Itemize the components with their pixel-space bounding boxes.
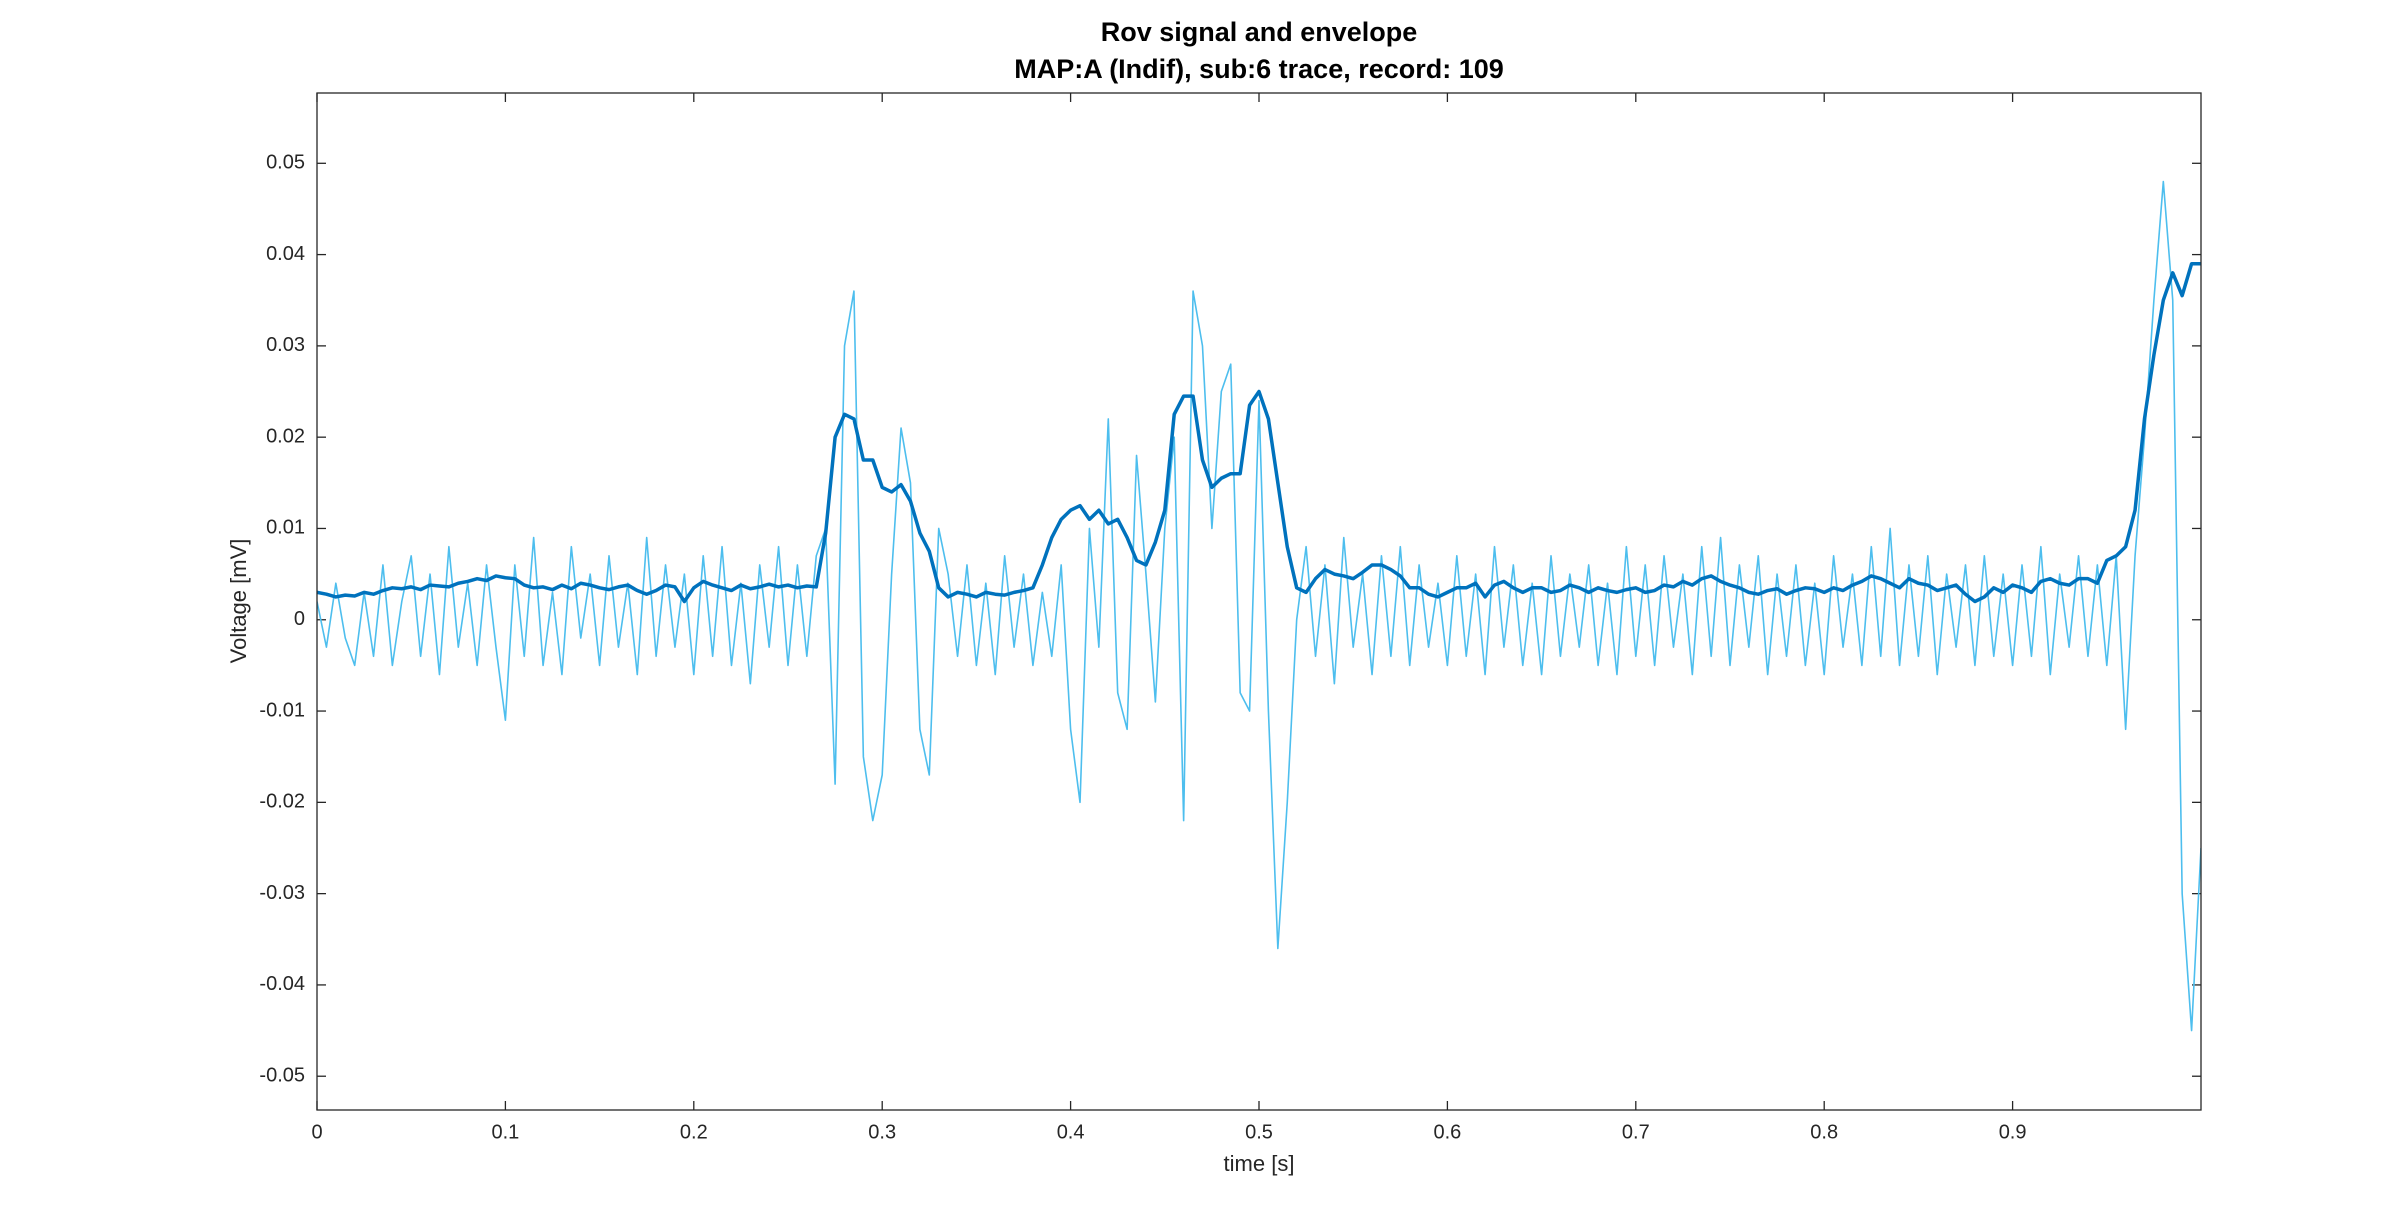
y-tick-label: -0.01 <box>259 699 305 721</box>
series-line <box>317 180 2201 1032</box>
plot-area <box>317 93 2201 1110</box>
x-tick-label: 0.1 <box>491 1121 519 1143</box>
y-tick-label: -0.04 <box>259 973 305 995</box>
y-tick-label: 0.04 <box>266 243 305 265</box>
chart-title: Rov signal and envelope <box>1101 17 1418 47</box>
axes-box <box>316 92 2202 1111</box>
x-tick-label: 0.3 <box>868 1121 896 1143</box>
x-tick-label: 0.9 <box>1999 1121 2027 1143</box>
x-tick-label: 0.2 <box>680 1121 708 1143</box>
y-tick-label: 0.03 <box>266 334 305 356</box>
y-tick-label: -0.02 <box>259 791 305 813</box>
y-tick-label: -0.05 <box>259 1065 305 1087</box>
y-axis-label: Voltage [mV] <box>226 539 251 664</box>
y-tick-label: 0 <box>294 608 305 630</box>
y-tick-label: 0.01 <box>266 517 305 539</box>
series-line <box>317 261 2201 604</box>
chart-subtitle: MAP:A (Indif), sub:6 trace, record: 109 <box>1014 54 1504 84</box>
y-tick-label: -0.03 <box>259 882 305 904</box>
x-tick-label: 0.6 <box>1433 1121 1461 1143</box>
x-tick-label: 0.5 <box>1245 1121 1273 1143</box>
y-tick-label: 0.05 <box>266 152 305 174</box>
x-axis-label: time [s] <box>1224 1151 1295 1176</box>
x-tick-label: 0 <box>311 1121 322 1143</box>
x-tick-label: 0.8 <box>1810 1121 1838 1143</box>
y-tick-label: 0.02 <box>266 425 305 447</box>
x-tick-label: 0.7 <box>1622 1121 1650 1143</box>
x-tick-label: 0.4 <box>1057 1121 1085 1143</box>
